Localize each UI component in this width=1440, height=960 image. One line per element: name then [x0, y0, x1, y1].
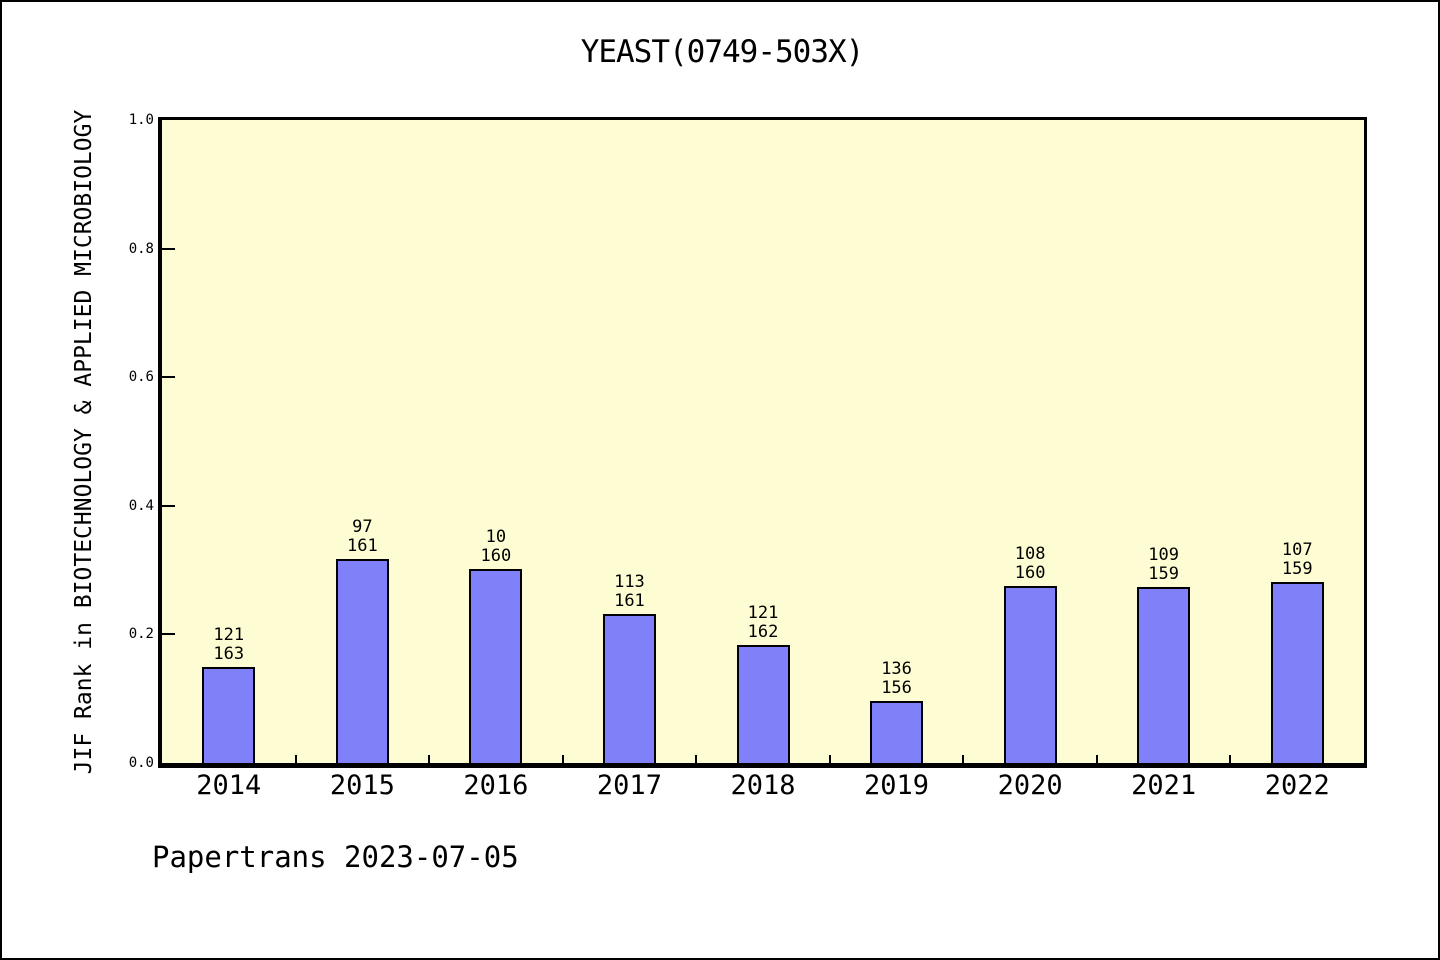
x-tick-label-2020: 2020 [997, 770, 1063, 801]
x-tick-mark [428, 755, 431, 763]
bar-2014 [202, 667, 256, 763]
y-tick-mark [162, 504, 175, 507]
bar-2020 [1003, 586, 1057, 763]
bar-value-label-2022: 107 159 [1281, 540, 1313, 579]
bar-2022 [1270, 582, 1324, 763]
x-tick-mark [561, 755, 564, 763]
y-tick-label: 0.6 [128, 369, 154, 386]
bar-value-label-2018: 121 162 [747, 603, 779, 642]
y-tick-mark [162, 247, 175, 250]
x-tick-mark [828, 755, 831, 763]
y-tick-mark [162, 376, 175, 379]
x-tick-label-2015: 2015 [329, 770, 395, 801]
bar-value-label-2017: 113 161 [614, 572, 645, 611]
bar-value-label-2016: 10 160 [480, 527, 512, 566]
x-tick-label-2022: 2022 [1264, 770, 1330, 801]
bar-value-label-2019: 136 156 [881, 659, 912, 698]
x-tick-label-2016: 2016 [463, 770, 529, 801]
footer-text: Papertrans 2023-07-05 [152, 840, 519, 874]
bar-2019 [870, 701, 924, 763]
y-tick-label: 1.0 [128, 112, 154, 128]
bar-2017 [602, 614, 656, 763]
x-tick-mark [962, 755, 965, 763]
x-tick-mark [294, 755, 297, 763]
x-tick-mark [695, 755, 698, 763]
bar-2021 [1137, 587, 1191, 763]
x-tick-label-2021: 2021 [1131, 770, 1197, 801]
bar-2016 [469, 569, 523, 763]
chart-title: YEAST(0749-503X) [580, 34, 865, 70]
bar-value-label-2020: 108 160 [1014, 544, 1046, 583]
plot-area: 121 163 97 161 10 160 113 161 121 162 136 156… [158, 117, 1367, 768]
x-tick-mark [1229, 755, 1232, 763]
y-tick-label: 0.8 [128, 240, 154, 257]
y-tick-label: 0.4 [128, 497, 154, 514]
bar-2015 [335, 559, 389, 763]
y-tick-label: 0.2 [128, 626, 154, 643]
bar-value-label-2021: 109 159 [1148, 545, 1180, 584]
bar-value-label-2014: 121 163 [213, 625, 245, 664]
x-tick-label-2019: 2019 [864, 770, 930, 801]
x-tick-label-2017: 2017 [596, 770, 662, 801]
x-tick-label-2018: 2018 [730, 770, 796, 801]
y-axis-label: JIF Rank in BIOTECHNOLOGY & APPLIED MICR… [71, 109, 97, 775]
y-tick-label: 0.0 [128, 755, 154, 771]
x-tick-mark [1095, 755, 1098, 763]
bar-2018 [736, 645, 790, 763]
bar-value-label-2015: 97 161 [346, 517, 378, 556]
y-tick-mark [162, 633, 175, 636]
x-tick-label-2014: 2014 [196, 770, 262, 801]
